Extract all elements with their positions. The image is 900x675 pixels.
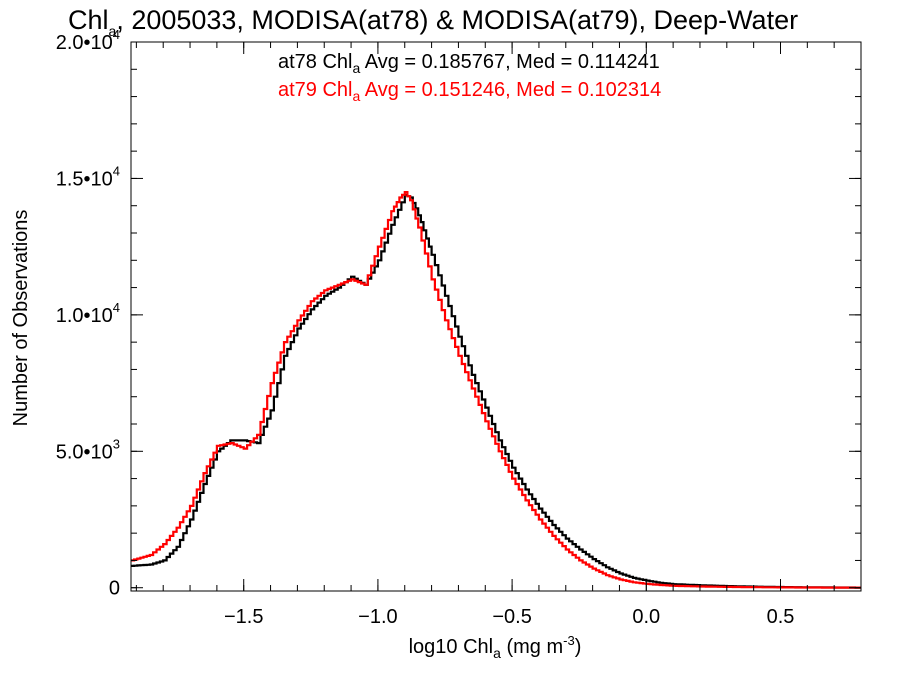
y-tick-label: 5.0•103 (56, 436, 120, 463)
stat-line-at78: at78 Chla Avg = 0.185767, Med = 0.114241 (278, 51, 660, 76)
y-tick-label: 2.0•104 (56, 27, 120, 54)
x-tick-label: 0.0 (632, 606, 660, 628)
x-tick-label: −1.0 (358, 606, 397, 628)
chart-title: Chla, 2005033, MODISA(at78) & MODISA(at7… (68, 5, 798, 39)
y-tick-label: 0 (109, 578, 120, 600)
x-tick-label: 0.5 (767, 606, 795, 628)
series-line-at79 (131, 191, 861, 589)
x-tick-label: −0.5 (492, 606, 531, 628)
y-axis-label: Number of Observations (10, 210, 32, 427)
plot-area: −1.5 −1.0 −0.5 0.0 0.5 0 5.0•103 1.0•104 1.5•104… (56, 27, 862, 628)
series-group (131, 191, 861, 589)
y-tick-label: 1.0•104 (56, 300, 120, 327)
plot-frame (130, 41, 862, 592)
y-tick-label: 1.5•104 (56, 163, 120, 190)
stat-line-at79: at79 Chla Avg = 0.151246, Med = 0.102314 (278, 79, 661, 104)
x-tick-label: −1.5 (224, 606, 263, 628)
series-line-at78 (131, 193, 861, 589)
x-axis-label: log10 Chla (mg m-3) (409, 633, 582, 661)
